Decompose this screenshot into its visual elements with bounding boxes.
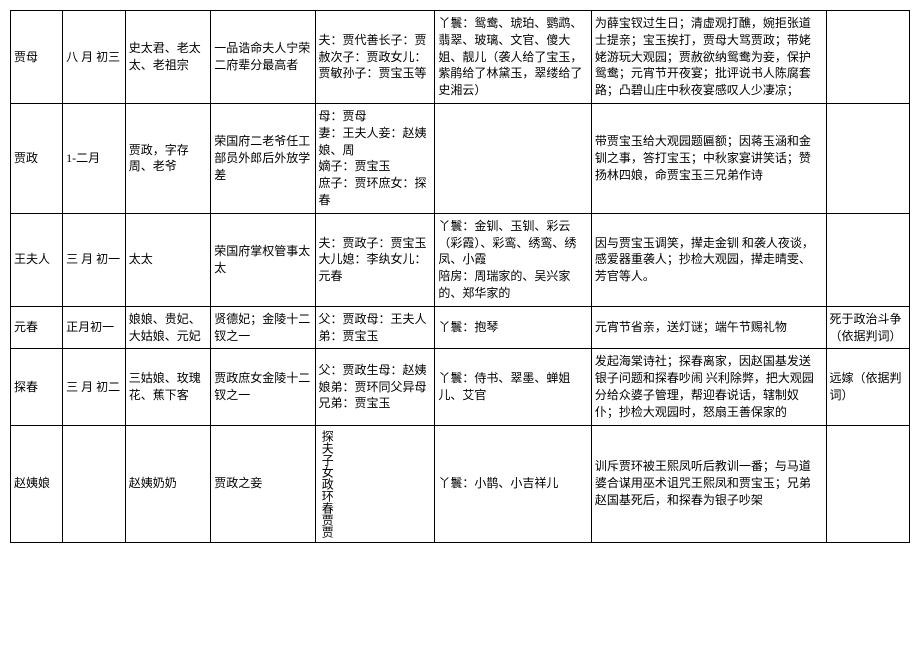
cell-c2: 1-二月 xyxy=(63,103,126,213)
cell-c5: 母：贾母妻：王夫人妾：赵姨娘、周嫡子：贾宝玉庶子：贾环庶女：探春 xyxy=(315,103,435,213)
cell-c3: 太太 xyxy=(125,213,211,306)
table-row: 探春 三 月 初二 三姑娘、玫瑰花、蕉下客 贾政庶女金陵十二钗之一 父：贾政生母… xyxy=(11,349,910,425)
cell-c3: 史太君、老太太、老祖宗 xyxy=(125,11,211,104)
cell-c8 xyxy=(826,213,909,306)
table-row: 元春 正月初一 娘娘、贵妃、大姑娘、元妃 贤德妃；金陵十二钗之一 父：贾政母：王… xyxy=(11,306,910,349)
cell-c6: 丫鬟：侍书、翠墨、蝉姐儿、艾官 xyxy=(435,349,591,425)
cell-name: 王夫人 xyxy=(11,213,63,306)
cell-name: 探春 xyxy=(11,349,63,425)
cell-c6: 丫鬟：鸳鸯、琥珀、鹦鹉、翡翠、玻璃、文官、傻大姐、靓儿（袭人给了宝玉，紫鹃给了林… xyxy=(435,11,591,104)
cell-c5: 夫：贾代善长子：贾赦次子：贾政女儿：贾敏孙子：贾宝玉等 xyxy=(315,11,435,104)
cell-c2: 正月初一 xyxy=(63,306,126,349)
cell-name: 贾政 xyxy=(11,103,63,213)
cell-c2: 三 月 初二 xyxy=(63,349,126,425)
cell-c4: 贤德妃；金陵十二钗之一 xyxy=(211,306,315,349)
cell-c5: 父：贾政母：王夫人弟：贾宝玉 xyxy=(315,306,435,349)
table-row: 贾母 八 月 初三 史太君、老太太、老祖宗 一品诰命夫人宁荣二府辈分最高者 夫：… xyxy=(11,11,910,104)
table-row: 王夫人 三 月 初一 太太 荣国府掌权管事太太 夫：贾政子：贾宝玉大儿媳：李纨女… xyxy=(11,213,910,306)
table-row: 贾政 1-二月 贾政，字存周、老爷 荣国府二老爷任工部员外郎后外放学差 母：贾母… xyxy=(11,103,910,213)
cell-name: 贾母 xyxy=(11,11,63,104)
cell-c8: 远嫁（依据判词） xyxy=(826,349,909,425)
cell-c6: 丫鬟：金钏、玉钏、彩云（彩霞）、彩鸾、绣鸾、绣凤、小霞陪房：周瑞家的、吴兴家的、… xyxy=(435,213,591,306)
cell-c3: 赵姨奶奶 xyxy=(125,425,211,542)
cell-c5-vert: 探夫子女政环春贾贾 xyxy=(315,425,435,542)
cell-c8 xyxy=(826,11,909,104)
cell-name: 赵姨娘 xyxy=(11,425,63,542)
cell-c4: 贾政庶女金陵十二钗之一 xyxy=(211,349,315,425)
cell-c6: 丫鬟：小鹊、小吉祥儿 xyxy=(435,425,591,542)
table-row: 赵姨娘 赵姨奶奶 贾政之妾 探夫子女政环春贾贾 丫鬟：小鹊、小吉祥儿 训斥贾环被… xyxy=(11,425,910,542)
cell-c2: 三 月 初一 xyxy=(63,213,126,306)
cell-c8: 死于政治斗争（依据判词） xyxy=(826,306,909,349)
cell-c4: 荣国府二老爷任工部员外郎后外放学差 xyxy=(211,103,315,213)
cell-c7: 训斥贾环被王熙凤听后教训一番；与马道婆合谋用巫术诅咒王熙凤和贾宝玉；兄弟赵国基死… xyxy=(591,425,826,542)
cell-c3: 三姑娘、玫瑰花、蕉下客 xyxy=(125,349,211,425)
cell-c7: 带贾宝玉给大观园题匾额；因蒋玉涵和金钏之事，答打宝玉；中秋家宴讲笑话；赞扬林四娘… xyxy=(591,103,826,213)
cell-c4: 一品诰命夫人宁荣二府辈分最高者 xyxy=(211,11,315,104)
cell-c5: 夫：贾政子：贾宝玉大儿媳：李纨女儿：元春 xyxy=(315,213,435,306)
cell-c7: 为薛宝钗过生日；清虚观打醮，婉拒张道士提亲；宝玉挨打，贾母大骂贾政；带姥姥游玩大… xyxy=(591,11,826,104)
cell-c8 xyxy=(826,425,909,542)
cell-c7: 因与贾宝玉调笑，撵走金钏 和袭人夜谈，感爱器重袭人；抄检大观园，撵走晴雯、芳官等… xyxy=(591,213,826,306)
cell-c2 xyxy=(63,425,126,542)
cell-c2: 八 月 初三 xyxy=(63,11,126,104)
cell-c3: 娘娘、贵妃、大姑娘、元妃 xyxy=(125,306,211,349)
cell-c3: 贾政，字存周、老爷 xyxy=(125,103,211,213)
cell-c4: 荣国府掌权管事太太 xyxy=(211,213,315,306)
cell-c7: 发起海棠诗社；探春离家，因赵国基发送银子问题和探春吵闹 兴利除弊，把大观园分给众… xyxy=(591,349,826,425)
character-table: 贾母 八 月 初三 史太君、老太太、老祖宗 一品诰命夫人宁荣二府辈分最高者 夫：… xyxy=(10,10,910,543)
cell-c7: 元宵节省亲，送灯谜；端午节赐礼物 xyxy=(591,306,826,349)
cell-c6: 丫鬟：抱琴 xyxy=(435,306,591,349)
cell-c4: 贾政之妾 xyxy=(211,425,315,542)
cell-name: 元春 xyxy=(11,306,63,349)
cell-c6 xyxy=(435,103,591,213)
cell-c5: 父：贾政生母：赵姨娘弟：贾环同父异母兄弟：贾宝玉 xyxy=(315,349,435,425)
cell-c8 xyxy=(826,103,909,213)
